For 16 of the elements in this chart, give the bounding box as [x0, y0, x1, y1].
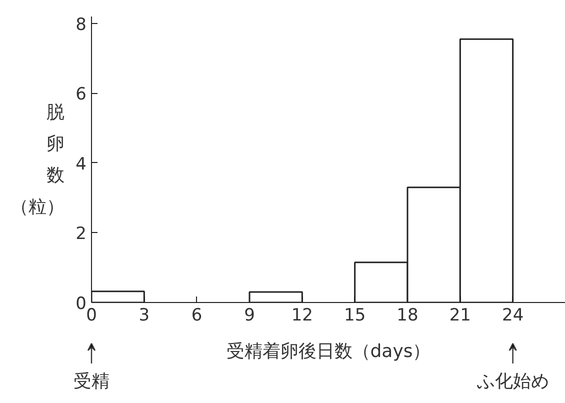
x-tick-label: 12 — [291, 306, 313, 326]
y-tick-label: 6 — [76, 84, 87, 105]
y-axis-title: 脱卵数（粒） — [10, 102, 65, 218]
x-tick-label: 15 — [344, 306, 366, 326]
x-tick-label: 18 — [396, 306, 418, 326]
x-tick-label: 3 — [138, 306, 150, 326]
y-tick-label: 8 — [76, 14, 87, 35]
x-tick-label: 24 — [502, 306, 524, 326]
x-tick-label: 6 — [191, 306, 202, 326]
x-tick-label: 21 — [449, 306, 471, 326]
x-axis-title: 受精着卵後日数（days） — [226, 341, 431, 362]
text: 受精 — [74, 371, 110, 392]
y-tick-label: 2 — [76, 224, 87, 244]
y-tick-label: 4 — [76, 154, 87, 174]
x-tick-label: 9 — [244, 306, 255, 326]
text: ふ化始め — [476, 371, 549, 392]
